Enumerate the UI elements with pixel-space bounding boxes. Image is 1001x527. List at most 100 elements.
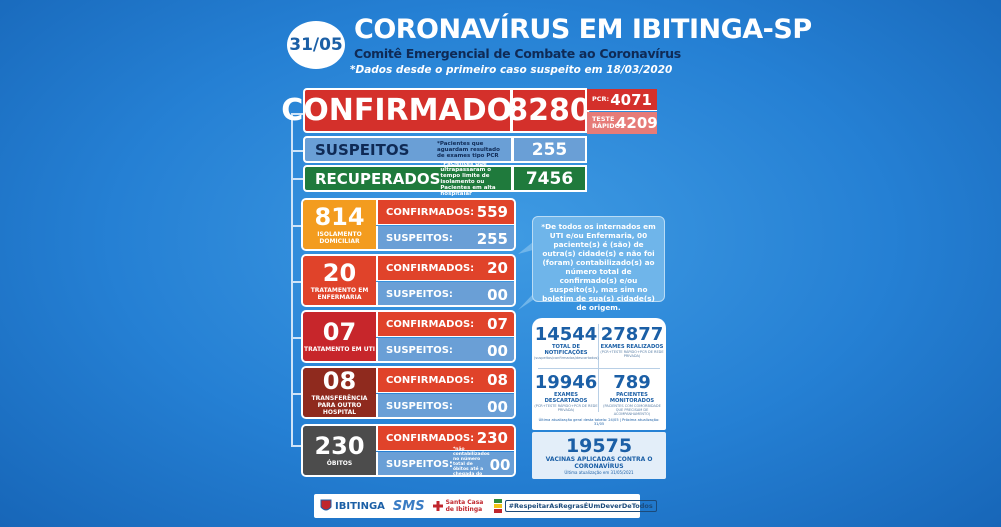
suspects-row: SUSPEITOS *Pacientes que aguardam result… — [303, 136, 513, 163]
stats-panel: 14544 TOTAL DE NOTIFICAÇÕES (suspeitos/c… — [532, 318, 666, 430]
stat-note: (PACIENTES COM COMORBIDADE QUE PRECISAM … — [603, 404, 661, 416]
group-suspect-row: SUSPEITOS: 00 — [376, 282, 514, 305]
group-side: 08 TRANSFERÊNCIA PARA OUTRO HOSPITAL — [303, 368, 376, 417]
group-suspect-label: SUSPEITOS: — [386, 345, 453, 356]
group-confirmed-label: CONFIRMADOS: — [386, 262, 475, 274]
group-confirmed-value: 08 — [487, 371, 508, 389]
bracket-tick — [291, 445, 301, 447]
recovered-row: RECUPERADOS *Pacientes que ultrapassaram… — [303, 161, 513, 197]
pcr-value: 4071 — [610, 90, 652, 109]
rapid-test-value: 4209 — [616, 114, 658, 132]
bracket-line — [291, 113, 293, 446]
recovered-label: RECUPERADOS — [315, 169, 441, 188]
sms-text: SMS — [392, 498, 425, 514]
data-since-note: *Dados desde o primeiro caso suspeito em… — [350, 64, 673, 76]
internment-note-bubble: *De todos os internados em UTI e/ou Enfe… — [532, 216, 665, 312]
group-caption: TRANSFERÊNCIA PARA OUTRO HOSPITAL — [311, 395, 368, 416]
group-confirmed-label: CONFIRMADOS: — [386, 206, 475, 218]
date-badge: 31/05 — [287, 21, 345, 69]
stat-value: 19946 — [534, 372, 598, 393]
group-confirmed-value: 07 — [487, 315, 508, 333]
page-subtitle: Comitê Emergencial de Combate ao Coronav… — [354, 46, 681, 61]
group-confirmed-row: CONFIRMADOS: 230 — [376, 426, 514, 451]
stat-label: EXAMES REALIZADOS — [600, 344, 664, 350]
stat-label: EXAMES DESCARTADOS — [544, 392, 588, 404]
santa-casa-text: Santa Casa de Ibitinga — [445, 499, 484, 513]
group-value: 07 — [322, 318, 357, 346]
vaccines-value: 19575 — [565, 435, 633, 457]
ibitinga-text: IBITINGA — [335, 500, 385, 512]
group-suspect-row: SUSPEITOS: *não contabilizados no número… — [376, 447, 514, 475]
group-confirmed-row: CONFIRMADOS: 07 — [376, 312, 514, 337]
suspects-value: 255 — [513, 136, 587, 163]
group-value: 20 — [322, 258, 357, 287]
bracket-tick — [291, 337, 301, 339]
bracket-tick — [291, 393, 301, 395]
confirmed-value: 8280 — [507, 88, 591, 133]
flag-icon — [493, 499, 502, 513]
stat-note: (PCR+TESTE RÁPIDO+PCR DE REDE PRIVADA) — [600, 350, 664, 358]
pcr-box: PCR: 4071 — [587, 89, 657, 111]
group-suspect-value: 255 — [476, 229, 508, 248]
group-icu-treatment: 07 TRATAMENTO EM UTI CONFIRMADOS: 07 SUS… — [301, 310, 516, 363]
group-suspect-value: 00 — [487, 341, 508, 360]
group-suspect-label: SUSPEITOS: — [386, 401, 453, 412]
page-title: CORONAVÍRUS EM IBITINGA-SP — [354, 14, 812, 45]
bracket-tick — [291, 225, 301, 227]
recovered-value: 7456 — [513, 165, 587, 192]
group-caption: TRATAMENTO EM UTI — [304, 346, 375, 353]
group-caption: ÓBITOS — [326, 460, 353, 467]
sms-logo: SMS — [393, 499, 425, 514]
pcr-label: PCR: — [592, 95, 610, 103]
cross-icon — [432, 501, 443, 511]
group-suspect-label: SUSPEITOS: — [386, 459, 453, 470]
group-suspect-value: 00 — [487, 397, 508, 416]
divider — [538, 368, 660, 369]
stat-discarded: 19946 EXAMES DESCARTADOS (PCR+TESTE RÁPI… — [534, 372, 598, 413]
stat-label: PACIENTES MONITORADOS — [609, 392, 655, 404]
group-side: 20 TRATAMENTO EM ENFERMARIA — [303, 256, 376, 305]
rapid-test-label: TESTE RÁPIDO: — [592, 115, 623, 130]
group-confirmed-label: CONFIRMADOS: — [386, 374, 475, 386]
group-confirmed-value: 559 — [476, 203, 508, 221]
group-side: 07 TRATAMENTO EM UTI — [303, 312, 376, 361]
group-confirmed-row: CONFIRMADOS: 08 — [376, 368, 514, 393]
recovered-note: *Pacientes que ultrapassaram o tempo lim… — [440, 160, 496, 197]
group-caption: ISOLAMENTO DOMICILIAR — [317, 230, 362, 245]
deaths-suspect-note: *não contabilizados no número total de ó… — [452, 447, 490, 477]
rapid-test-box: TESTE RÁPIDO: 4209 — [587, 112, 658, 134]
group-caption: TRATAMENTO EM ENFERMARIA — [310, 286, 369, 301]
group-suspect-label: SUSPEITOS: — [386, 289, 453, 300]
group-side: 814 ISOLAMENTO DOMICILIAR — [303, 200, 376, 249]
stat-value: 14544 — [534, 324, 598, 345]
vaccines-note: Última atualização em 31/05/2021 — [564, 470, 634, 475]
group-home-isolation: 814 ISOLAMENTO DOMICILIAR CONFIRMADOS: 5… — [301, 198, 516, 251]
ibitinga-logo: IBITINGA — [320, 499, 385, 513]
city-crest-icon — [320, 499, 332, 511]
group-transfer: 08 TRANSFERÊNCIA PARA OUTRO HOSPITAL CON… — [301, 366, 516, 419]
group-confirmed-label: CONFIRMADOS: — [386, 318, 475, 330]
group-confirmed-label: CONFIRMADOS: — [386, 432, 475, 444]
group-suspect-row: SUSPEITOS: 255 — [376, 226, 514, 249]
group-suspect-row: SUSPEITOS: 00 — [376, 394, 514, 417]
group-suspect-value: 00 — [487, 285, 508, 304]
group-ward-treatment: 20 TRATAMENTO EM ENFERMARIA CONFIRMADOS:… — [301, 254, 516, 307]
stats-update-note: Última atualização geral desta tabela: 2… — [538, 418, 660, 426]
footer-logos: IBITINGA SMS Santa Casa de Ibitinga #Res… — [314, 494, 657, 518]
group-confirmed-value: 20 — [487, 259, 508, 277]
stat-value: 789 — [613, 372, 651, 393]
group-suspect-row: SUSPEITOS: 00 — [376, 338, 514, 361]
vaccines-box: 19575 VACINAS APLICADAS CONTRA O CORONAV… — [532, 432, 666, 479]
group-side: 230 ÓBITOS — [303, 426, 376, 475]
suspects-note: *Pacientes que aguardam resultado de exa… — [437, 140, 500, 159]
hashtag-logo: #RespeitarAsRegrasÉUmDeverDeTodos — [493, 499, 657, 513]
confirmed-label: CONFIRMADOS — [281, 88, 534, 133]
hashtag-text: #RespeitarAsRegrasÉUmDeverDeTodos — [504, 500, 657, 512]
bracket-tick — [291, 150, 303, 152]
stat-exams: 27877 EXAMES REALIZADOS (PCR+TESTE RÁPID… — [599, 326, 665, 359]
bracket-tick — [291, 178, 303, 180]
group-value: 230 — [314, 432, 365, 460]
santa-casa-logo: Santa Casa de Ibitinga — [432, 499, 486, 513]
vaccines-label: VACINAS APLICADAS CONTRA O CORONAVÍRUS — [545, 456, 653, 470]
stat-monitored: 789 PACIENTES MONITORADOS (PACIENTES COM… — [599, 372, 665, 417]
